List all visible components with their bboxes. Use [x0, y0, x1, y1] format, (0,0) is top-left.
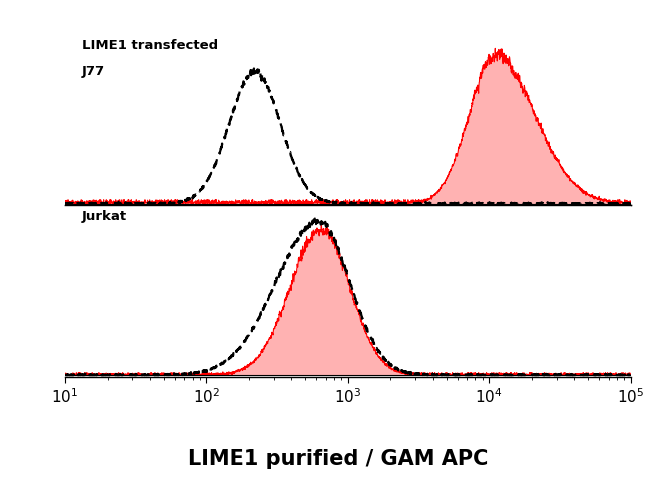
Text: J77: J77	[82, 65, 105, 78]
Text: LIME1 transfected: LIME1 transfected	[82, 39, 218, 52]
Text: Jurkat: Jurkat	[82, 211, 127, 224]
Text: LIME1 purified / GAM APC: LIME1 purified / GAM APC	[188, 449, 488, 469]
